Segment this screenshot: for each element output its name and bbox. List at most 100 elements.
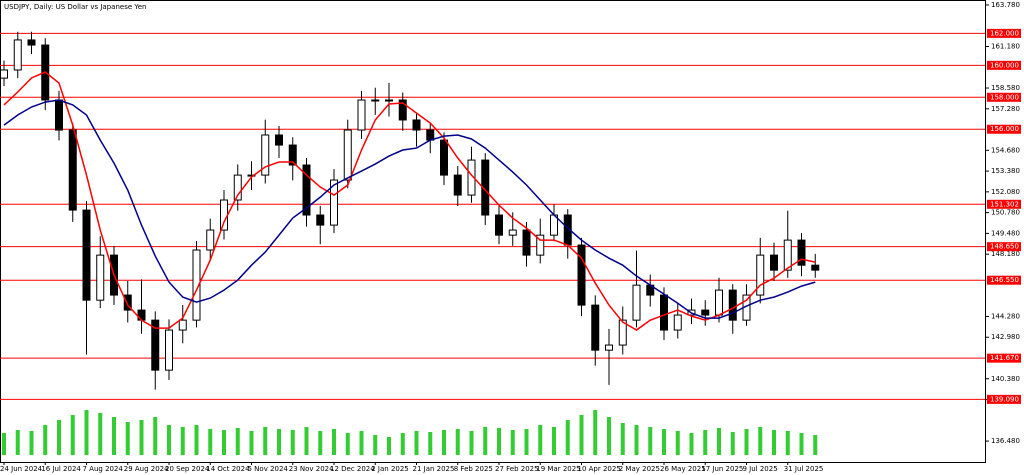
y-tick-label: 163.780	[991, 1, 1020, 9]
candle-body	[316, 214, 325, 226]
volume-bar	[318, 431, 323, 455]
volume-bar	[139, 420, 144, 455]
volume-bar	[167, 425, 171, 455]
candle-body	[13, 39, 22, 71]
volume-bar	[620, 423, 625, 455]
x-tick-label: 17 Jun 2025	[701, 465, 743, 473]
candle-body	[605, 344, 613, 351]
volume-bar	[235, 428, 240, 455]
volume-bar	[332, 429, 336, 455]
volume-bar	[359, 431, 364, 455]
level-label: 151.302	[990, 200, 1019, 208]
level-label-box	[987, 353, 1021, 363]
volume-bar	[15, 430, 20, 455]
volume-bar	[730, 432, 735, 455]
candle-body	[440, 139, 448, 176]
candle-body	[522, 229, 531, 256]
volume-bar	[373, 435, 378, 455]
volume-bar	[772, 430, 776, 455]
y-tick-label: 154.680	[991, 146, 1020, 154]
candle-body	[508, 229, 517, 236]
volume-bar	[579, 415, 584, 455]
y-tick-label: 153.380	[991, 167, 1020, 175]
volume-bar	[538, 425, 543, 455]
candle-body	[398, 99, 407, 121]
volume-bar	[263, 427, 268, 455]
volume-bar	[607, 417, 611, 455]
volume-bar	[703, 430, 708, 455]
candle-body	[151, 319, 160, 371]
volume-bar	[744, 429, 749, 455]
volume-bar	[57, 420, 61, 455]
level-label-box	[987, 242, 1021, 252]
candle-body	[343, 129, 352, 181]
candle-body	[591, 304, 600, 351]
candle-body	[632, 284, 641, 321]
candle-body	[467, 159, 476, 196]
candle-body	[288, 144, 297, 166]
volume-bar	[648, 427, 653, 455]
level-label: 141.670	[990, 354, 1019, 362]
volume-bar	[70, 415, 75, 455]
x-tick-label: 14 Oct 2024	[206, 465, 250, 473]
volume-bar	[593, 410, 598, 455]
volume-bar	[180, 427, 185, 455]
volume-bar	[194, 425, 199, 455]
level-label-box	[987, 275, 1021, 285]
volume-bar	[387, 437, 391, 455]
volume-bar	[43, 425, 48, 455]
volume-bar	[524, 429, 529, 455]
candle-body	[0, 69, 8, 79]
x-tick-label: 26 May 2025	[660, 465, 706, 473]
candle-body	[811, 264, 820, 271]
volume-bar	[689, 433, 694, 455]
candle-body	[123, 294, 132, 311]
candle-body	[371, 99, 380, 102]
volume-bar	[552, 427, 556, 455]
volume-bar	[153, 417, 158, 455]
volume-bar	[290, 430, 295, 455]
y-tick-label: 152.080	[991, 188, 1020, 196]
candle-body	[275, 134, 283, 146]
candle-body	[330, 179, 338, 226]
x-tick-label: 12 Dec 2024	[330, 465, 375, 473]
volume-bar	[675, 431, 680, 455]
y-tick-label: 140.380	[991, 375, 1020, 383]
level-label: 146.550	[990, 276, 1019, 284]
volume-bar	[634, 425, 639, 455]
y-tick-label: 136.480	[991, 437, 1020, 445]
candle-body	[55, 99, 63, 131]
candle-body	[178, 319, 187, 331]
candle-body	[412, 119, 421, 131]
candle-body	[385, 99, 393, 102]
x-tick-label: 10 Apr 2025	[578, 465, 621, 473]
candle-body	[728, 289, 737, 321]
candle-body	[481, 159, 490, 216]
level-label-box	[987, 394, 1021, 404]
x-tick-label: 20 Sep 2024	[165, 465, 210, 473]
volume-bar	[222, 430, 226, 455]
volume-bar	[125, 422, 130, 455]
level-label: 158.000	[990, 93, 1019, 101]
candle-body	[233, 174, 242, 201]
x-tick-label: 23 Nov 2024	[289, 465, 334, 473]
candle-body	[715, 289, 723, 316]
candle-body	[261, 134, 270, 176]
volume-bar	[799, 433, 804, 455]
y-tick-label: 150.780	[991, 209, 1020, 217]
level-label-box	[987, 199, 1021, 209]
y-tick-label: 161.180	[991, 42, 1020, 50]
candle-body	[96, 254, 105, 301]
ma-line	[3, 71, 816, 331]
volume-bar	[442, 430, 446, 455]
volume-bar	[29, 431, 34, 455]
volume-bar	[345, 433, 350, 455]
x-tick-label: 19 Mar 2025	[536, 465, 580, 473]
level-label: 148.650	[990, 243, 1019, 251]
candle-body	[220, 199, 228, 231]
volume-bar	[758, 427, 763, 455]
x-tick-label: 27 Feb 2025	[495, 465, 539, 473]
candle-body	[68, 129, 77, 211]
chart-title: USDJPY, Daily: US Dollar vs Japanese Yen	[4, 3, 146, 11]
